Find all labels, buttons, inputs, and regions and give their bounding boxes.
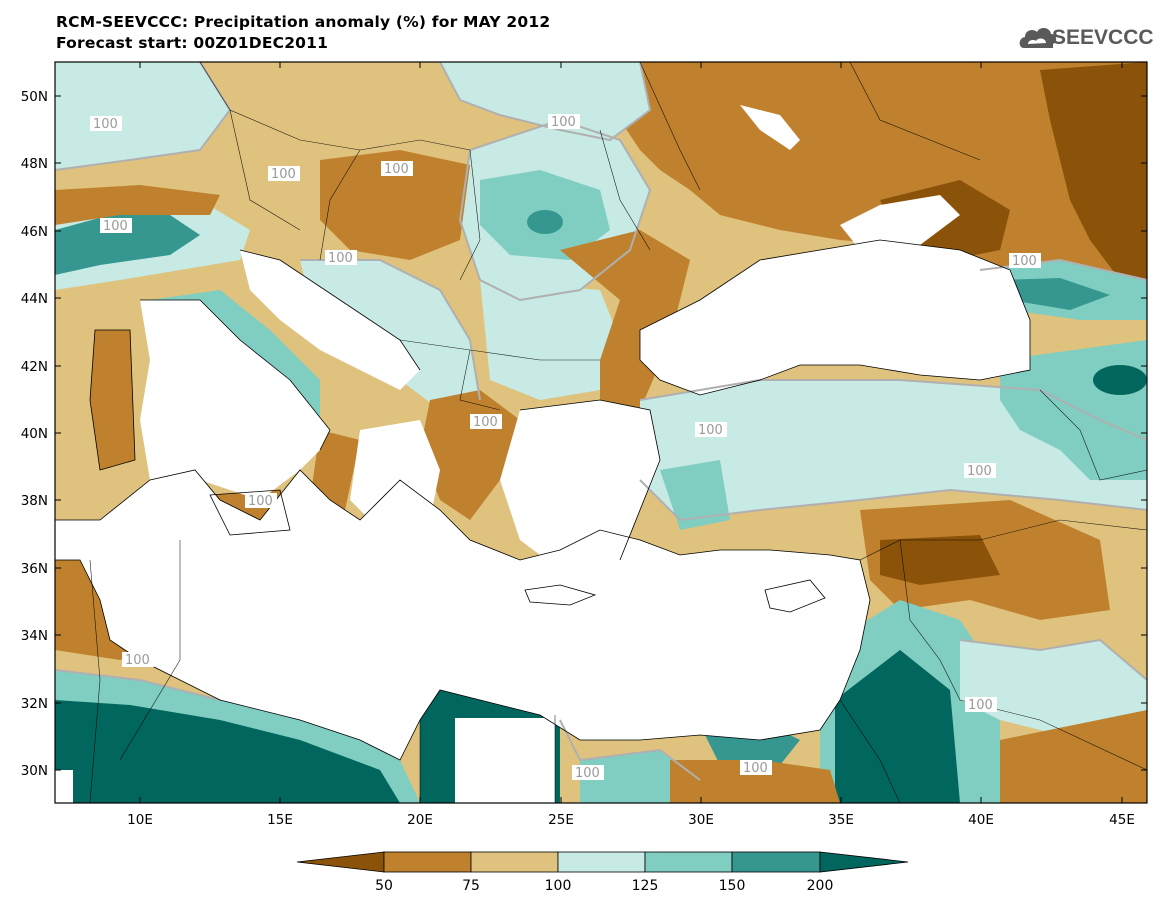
wet-region-libya-core — [55, 700, 400, 803]
map-title: RCM-SEEVCCC: Precipitation anomaly (%) f… — [56, 13, 551, 31]
aegean-sea — [500, 400, 660, 570]
wet-region-hungary-peak — [527, 210, 563, 234]
dnieper-reservoir — [740, 105, 800, 150]
very-dry-region-syria — [880, 535, 1000, 585]
colorbar-swatch-100-125 — [557, 851, 646, 873]
colorbar-label: 75 — [462, 878, 480, 894]
contour-label: 100 — [1012, 254, 1037, 269]
dry-region-ukraine — [620, 62, 1147, 300]
forecast-start: Forecast start: 00Z01DEC2011 — [56, 34, 329, 52]
lat-tick-label: 34N — [21, 628, 48, 644]
missing-data-west — [55, 770, 73, 803]
contour-label: 100 — [103, 219, 128, 234]
wet-region-germany — [55, 62, 230, 170]
adriatic-sea — [240, 250, 420, 390]
lon-tick-label: 10E — [127, 812, 153, 828]
wet-region-turkey-west — [660, 460, 730, 530]
wet-region-caucasus-core — [1000, 278, 1110, 310]
dry-region-egypt — [670, 760, 840, 803]
latitude-axis: 50N 48N 46N 44N 42N 40N 38N 36N 34N 32N 30N — [21, 89, 1147, 779]
mediterranean-sea — [55, 470, 870, 760]
lon-tick-label: 40E — [968, 812, 994, 828]
colorbar-swatch-50-75 — [383, 851, 472, 873]
ionian-sea — [350, 420, 440, 530]
lat-tick-label: 38N — [21, 493, 48, 509]
contour-label: 100 — [384, 162, 409, 177]
lat-tick-label: 30N — [21, 763, 48, 779]
missing-data-libya — [455, 718, 555, 803]
logo-text: SEEVCCC — [1052, 26, 1154, 49]
contour-label: 100 — [743, 761, 768, 776]
dry-region-iraq-south — [1000, 710, 1147, 803]
dry-region-croatia — [320, 150, 470, 260]
lat-tick-label: 50N — [21, 89, 48, 105]
dry-region-austria — [55, 185, 220, 225]
lat-tick-label: 46N — [21, 224, 48, 240]
colorbar-swatch-125-150 — [644, 851, 733, 873]
colorbar-swatch-lt50 — [296, 851, 385, 873]
contour-label: 100 — [967, 464, 992, 479]
colorbar-label: 200 — [807, 878, 834, 894]
colorbar-label: 150 — [719, 878, 746, 894]
lon-tick-label: 45E — [1109, 812, 1135, 828]
lon-tick-label: 30E — [688, 812, 714, 828]
dry-region-sardinia — [90, 330, 135, 470]
contour-label: 100 — [551, 115, 576, 130]
contour-label: 100 — [473, 415, 498, 430]
wet-region-poland — [440, 62, 650, 140]
very-dry-region-russia — [1040, 62, 1147, 290]
contour-label: 100 — [125, 653, 150, 668]
lon-tick-label: 20E — [407, 812, 433, 828]
colorbar-swatch-gt200 — [819, 851, 909, 873]
colorbar: 50 75 100 125 150 200 — [296, 851, 909, 894]
wet-region-iraq — [960, 640, 1147, 740]
cloud-logo-icon — [1019, 28, 1057, 48]
black-sea — [640, 240, 1030, 395]
wet-region-jordan-core — [835, 650, 960, 803]
contour-label: 100 — [328, 251, 353, 266]
lat-tick-label: 36N — [21, 561, 48, 577]
contour-label: 100 — [248, 494, 273, 509]
contour-label: 100 — [575, 766, 600, 781]
dry-region-black-sea-west — [560, 230, 690, 420]
lon-tick-label: 15E — [267, 812, 293, 828]
contour-label: 100 — [968, 698, 993, 713]
wet-region-turkey-peak — [1093, 365, 1147, 395]
dry-region-calabria — [310, 430, 360, 510]
lat-tick-label: 48N — [21, 156, 48, 172]
contour-label: 100 — [93, 117, 118, 132]
longitude-axis: 10E 15E 20E 25E 30E 35E 40E 45E — [127, 62, 1135, 828]
lon-tick-label: 25E — [548, 812, 574, 828]
lat-tick-label: 32N — [21, 696, 48, 712]
colorbar-label: 100 — [545, 878, 572, 894]
colorbar-label: 50 — [375, 878, 393, 894]
lat-tick-label: 44N — [21, 291, 48, 307]
lat-tick-label: 40N — [21, 426, 48, 442]
contour-label: 100 — [698, 423, 723, 438]
lon-tick-label: 35E — [828, 812, 854, 828]
colorbar-label: 125 — [632, 878, 659, 894]
wet-region-romania — [480, 280, 620, 400]
contour-label: 100 — [271, 167, 296, 182]
colorbar-swatch-150-200 — [731, 851, 821, 873]
sea-of-azov — [840, 195, 960, 250]
tyrrhenian-sea — [140, 300, 330, 500]
colorbar-swatch-75-100 — [470, 851, 559, 873]
lat-tick-label: 42N — [21, 359, 48, 375]
wet-region-alps-core — [55, 215, 200, 275]
